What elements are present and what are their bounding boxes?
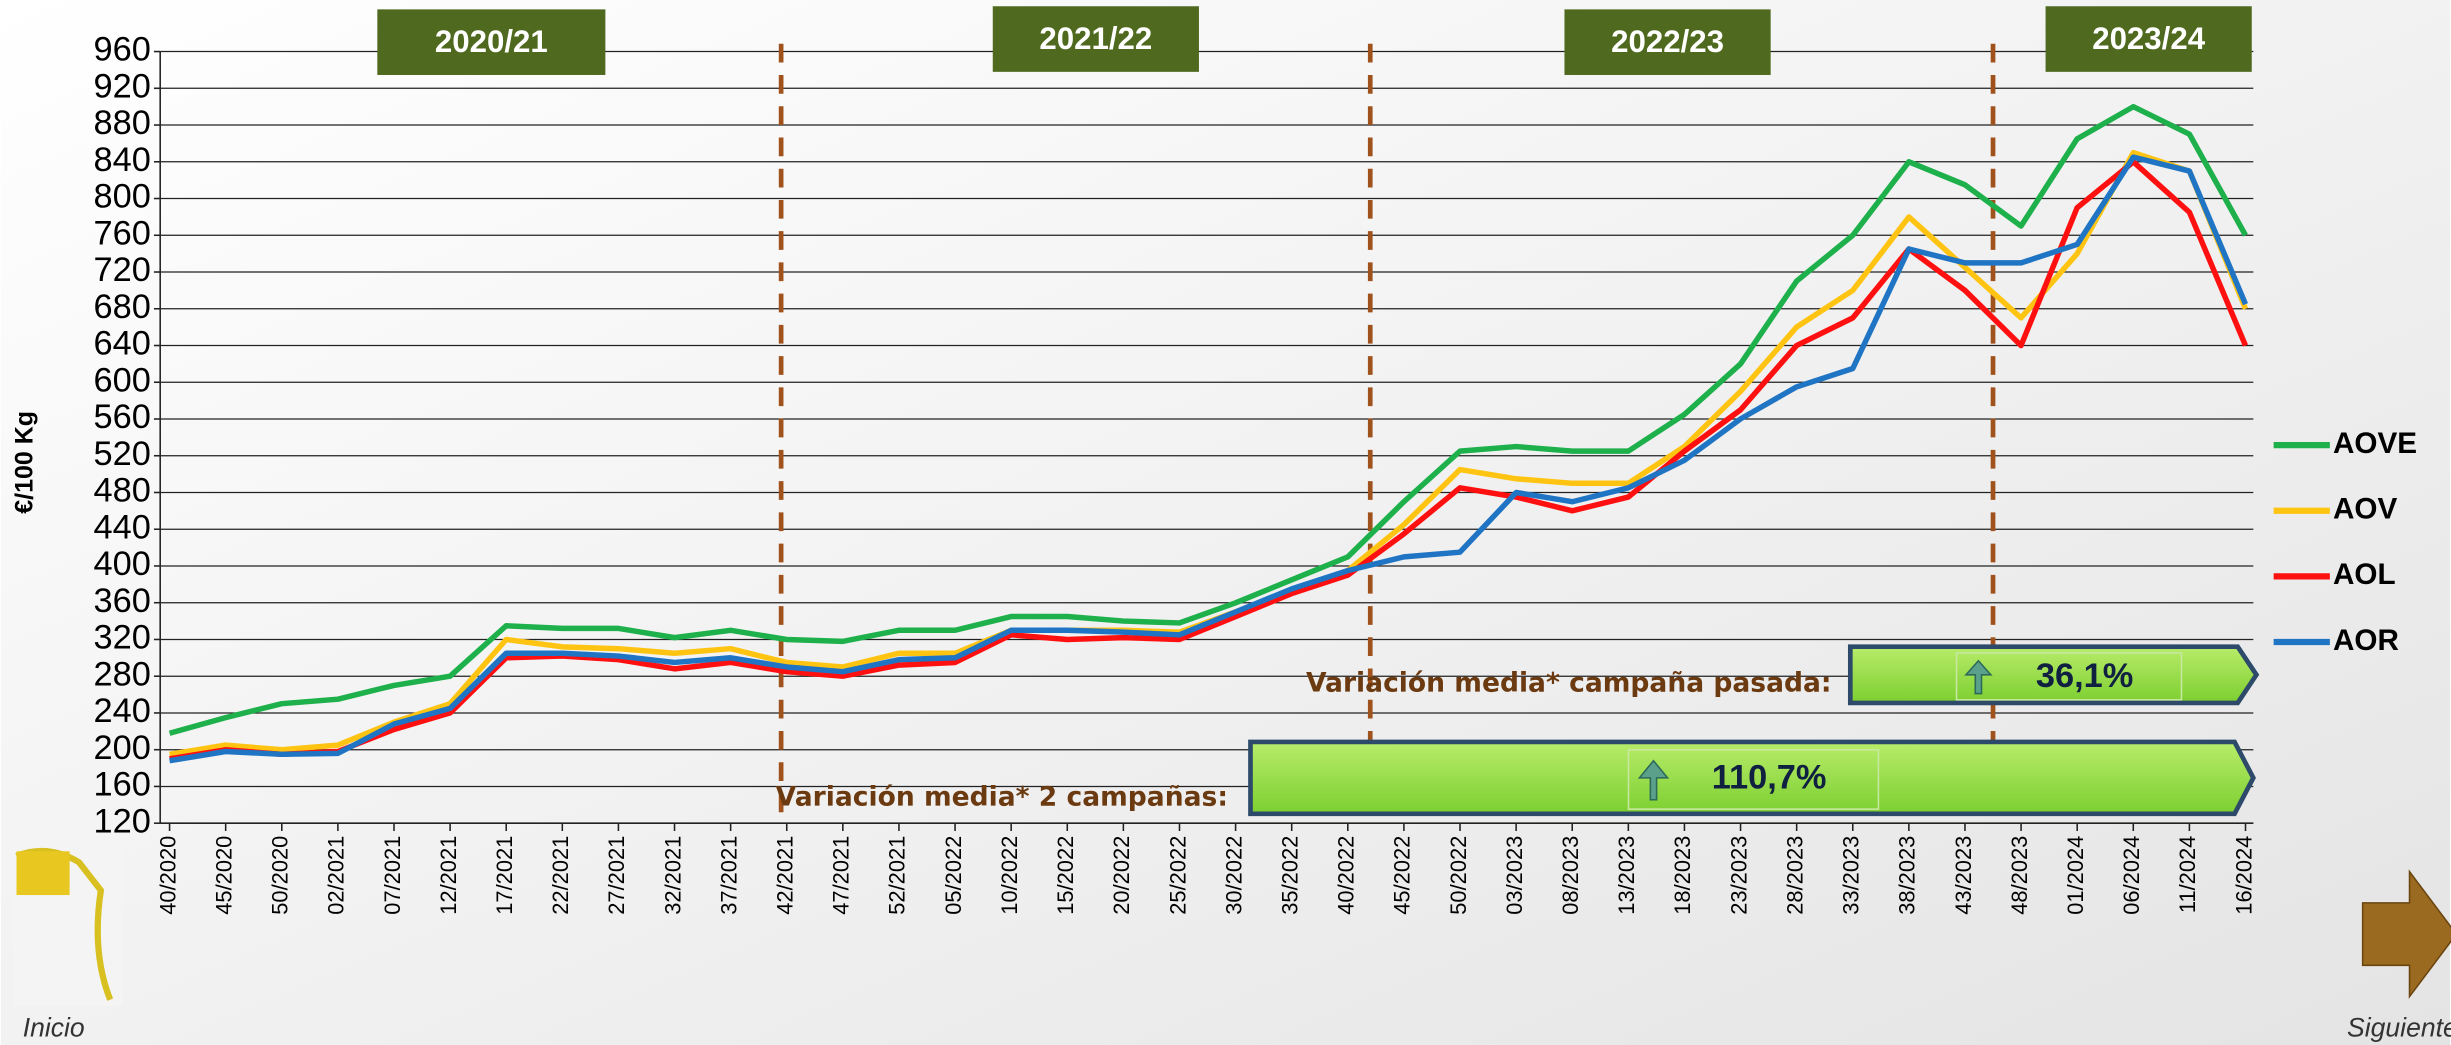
x-tick-label: 28/2023 bbox=[1782, 836, 1807, 915]
nav-next-label[interactable]: Siguiente bbox=[2347, 1012, 2451, 1042]
y-tick-label: 600 bbox=[93, 361, 150, 399]
x-tick-label: 52/2021 bbox=[885, 836, 910, 915]
oil-pour bbox=[15, 847, 114, 1001]
x-tick-label: 05/2022 bbox=[941, 836, 966, 915]
season-box bbox=[377, 9, 606, 75]
y-tick-label: 360 bbox=[93, 582, 150, 620]
y-tick-label: 240 bbox=[93, 692, 150, 730]
y-tick-label: 200 bbox=[93, 729, 150, 767]
season-box bbox=[2045, 6, 2252, 72]
x-tick-label: 11/2024 bbox=[2175, 836, 2200, 913]
x-tick-label: 42/2021 bbox=[773, 836, 798, 915]
x-tick-label: 38/2023 bbox=[1895, 836, 1920, 915]
y-tick-label: 520 bbox=[93, 435, 150, 473]
y-tick-label: 560 bbox=[93, 398, 150, 436]
legend-label: AOV bbox=[2333, 493, 2397, 526]
y-axis-label: €/100 Kg bbox=[10, 411, 38, 514]
x-tick-label: 33/2023 bbox=[1839, 836, 1864, 915]
x-tick-label: 20/2022 bbox=[1109, 836, 1134, 915]
arrow-box bbox=[1847, 644, 2260, 706]
x-tick-label: 40/2022 bbox=[1334, 836, 1359, 915]
season-label: 2020/21 bbox=[435, 24, 548, 59]
season-label: 2022/23 bbox=[1611, 24, 1724, 59]
season-box bbox=[992, 6, 1199, 72]
annotation-two-seasons: 110,7% Variación media* 2 campañas: bbox=[776, 739, 2256, 817]
x-tick-label: 12/2021 bbox=[436, 836, 461, 915]
y-tick-label: 400 bbox=[93, 545, 150, 583]
x-tick-label: 50/2022 bbox=[1446, 836, 1471, 915]
next-arrow bbox=[2361, 869, 2451, 999]
value-frame bbox=[1955, 652, 2183, 701]
x-tick-label: 43/2023 bbox=[1951, 836, 1976, 915]
x-tick-label: 18/2023 bbox=[1670, 836, 1695, 915]
series-line bbox=[168, 103, 2248, 736]
x-tick-label: 45/2020 bbox=[211, 836, 236, 915]
x-tick-label: 02/2021 bbox=[324, 836, 349, 915]
x-tick-label: 47/2021 bbox=[829, 836, 854, 915]
x-tick-label: 03/2023 bbox=[1502, 836, 1527, 915]
y-tick-label: 840 bbox=[93, 141, 150, 179]
annotation-value: 110,7% bbox=[1712, 759, 1827, 797]
x-tick-label: 22/2021 bbox=[548, 836, 573, 915]
y-tick-label: 920 bbox=[93, 67, 150, 105]
x-tick-label: 35/2022 bbox=[1277, 836, 1302, 915]
x-tick-label: 37/2021 bbox=[716, 836, 741, 915]
x-tick-label: 48/2023 bbox=[2007, 836, 2032, 915]
y-tick-label: 440 bbox=[93, 508, 150, 546]
legend-label: AOVE bbox=[2333, 427, 2417, 460]
legend-label: AOL bbox=[2333, 558, 2396, 591]
y-tick-label: 120 bbox=[93, 802, 150, 840]
up-arrow-icon bbox=[1637, 759, 1670, 801]
x-tick-label: 27/2021 bbox=[604, 836, 629, 915]
x-tick-label: 17/2021 bbox=[492, 836, 517, 915]
x-tick-label: 40/2020 bbox=[155, 836, 180, 915]
nav-prev[interactable]: Inicio bbox=[13, 843, 123, 1042]
series-line bbox=[169, 154, 2249, 764]
y-tick-label: 280 bbox=[93, 655, 150, 693]
annotation-last-season: 36,1% Variación media* campaña pasada: bbox=[1306, 644, 2260, 706]
x-tick-label: 15/2022 bbox=[1053, 836, 1078, 915]
y-tick-label: 880 bbox=[93, 104, 150, 142]
season-label: 2021/22 bbox=[1039, 21, 1152, 56]
x-tick-label: 30/2022 bbox=[1221, 836, 1246, 915]
plot: 1201602002402803203604004404805205606006… bbox=[93, 6, 2417, 915]
x-tick-label: 08/2023 bbox=[1558, 836, 1583, 915]
value-frame bbox=[1627, 748, 1880, 810]
y-tick-label: 720 bbox=[93, 251, 150, 289]
annotation-value: 36,1% bbox=[2036, 657, 2133, 695]
arrow-box bbox=[1248, 739, 2256, 817]
x-tick-label: 01/2024 bbox=[2063, 836, 2088, 915]
x-tick-label: 45/2022 bbox=[1390, 836, 1415, 915]
x-tick-label: 07/2021 bbox=[380, 836, 405, 915]
y-tick-label: 760 bbox=[93, 214, 150, 252]
x-tick-label: 32/2021 bbox=[660, 836, 685, 915]
series-line bbox=[169, 159, 2249, 762]
up-arrow-icon bbox=[1964, 659, 1993, 695]
season-box bbox=[1564, 9, 1771, 75]
y-tick-label: 680 bbox=[93, 288, 150, 326]
y-tick-label: 640 bbox=[93, 325, 150, 363]
oil-bottle bbox=[16, 851, 70, 896]
y-tick-label: 160 bbox=[93, 766, 150, 804]
y-tick-label: 800 bbox=[93, 178, 150, 216]
nav-next[interactable]: Siguiente bbox=[2347, 869, 2451, 1043]
season-label: 2023/24 bbox=[2092, 21, 2206, 56]
x-tick-label: 50/2020 bbox=[268, 836, 293, 915]
y-tick-label: 960 bbox=[93, 31, 150, 69]
x-tick-label: 06/2024 bbox=[2119, 836, 2144, 915]
annotation-label: Variación media* 2 campañas: bbox=[776, 782, 1228, 813]
x-tick-label: 25/2022 bbox=[1165, 836, 1190, 915]
x-tick-label: 10/2022 bbox=[997, 836, 1022, 915]
x-tick-label: 13/2023 bbox=[1614, 836, 1639, 915]
y-tick-label: 320 bbox=[93, 619, 150, 657]
legend-label: AOR bbox=[2333, 624, 2399, 657]
x-tick-label: 23/2023 bbox=[1726, 836, 1751, 915]
x-tick-label: 16/2024 bbox=[2231, 836, 2256, 915]
nav-prev-label[interactable]: Inicio bbox=[23, 1012, 85, 1042]
y-tick-label: 480 bbox=[93, 472, 150, 510]
annotation-label: Variación media* campaña pasada: bbox=[1306, 668, 1832, 699]
